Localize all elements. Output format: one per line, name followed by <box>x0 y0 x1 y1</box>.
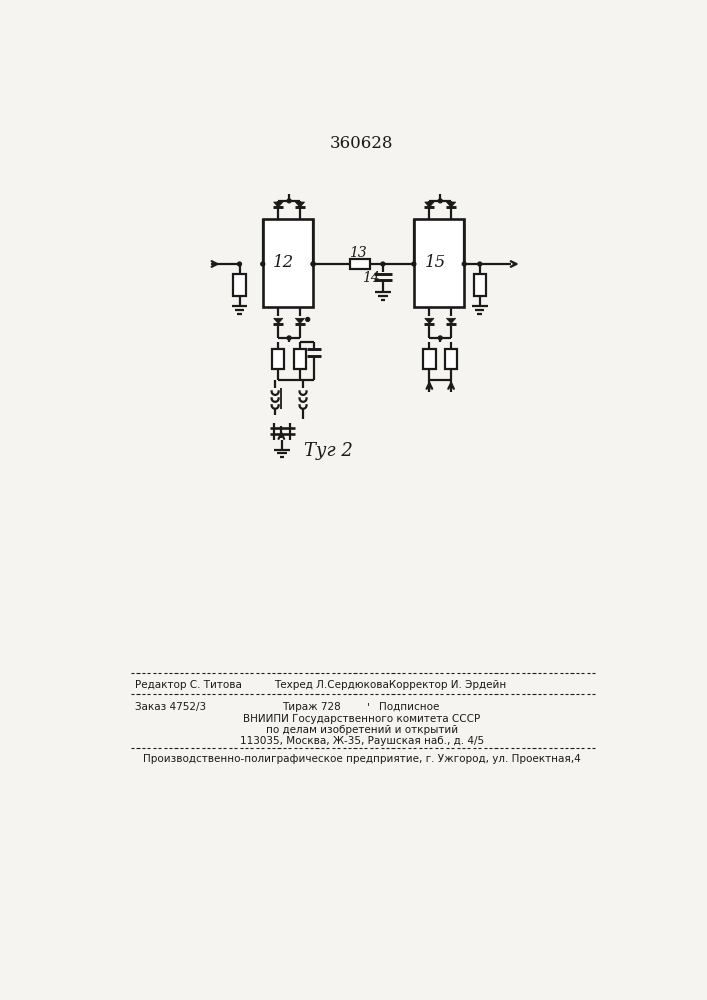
Text: ВНИИПИ Государственного комитета СССР: ВНИИПИ Государственного комитета СССР <box>243 714 481 724</box>
Polygon shape <box>296 202 305 207</box>
Text: Заказ 4752/3: Заказ 4752/3 <box>135 702 206 712</box>
Bar <box>233 274 246 296</box>
Circle shape <box>305 318 310 321</box>
Text: Производственно-полиграфическое предприятие, г. Ужгород, ул. Проектная,4: Производственно-полиграфическое предприя… <box>143 754 581 764</box>
Bar <box>474 274 486 296</box>
Bar <box>423 349 436 369</box>
Polygon shape <box>425 318 434 324</box>
Text: 13: 13 <box>349 246 367 260</box>
Bar <box>349 259 370 269</box>
Bar <box>263 219 313 307</box>
Circle shape <box>261 262 264 266</box>
Circle shape <box>462 262 466 266</box>
Text: Техред Л.СердюковаКорректор И. Эрдейн: Техред Л.СердюковаКорректор И. Эрдейн <box>274 680 507 690</box>
Text: 360628: 360628 <box>330 135 394 152</box>
Text: Редактор С. Титова: Редактор С. Титова <box>135 680 242 690</box>
Text: 15: 15 <box>424 254 445 271</box>
Bar <box>414 219 464 307</box>
Polygon shape <box>446 202 456 207</box>
Circle shape <box>287 336 291 340</box>
Bar <box>272 349 284 369</box>
Text: Τуг 2: Τуг 2 <box>304 442 353 460</box>
Polygon shape <box>274 202 283 207</box>
Bar <box>293 349 306 369</box>
Text: Тираж 728: Тираж 728 <box>282 702 341 712</box>
Circle shape <box>287 199 291 203</box>
Text: 12: 12 <box>274 254 295 271</box>
Circle shape <box>381 262 385 266</box>
Polygon shape <box>274 318 283 324</box>
Circle shape <box>438 336 442 340</box>
Polygon shape <box>425 202 434 207</box>
Polygon shape <box>296 318 305 324</box>
Text: ': ' <box>368 702 370 712</box>
Text: по делам изобретений и открытий: по делам изобретений и открытий <box>266 725 458 735</box>
Circle shape <box>238 262 241 266</box>
Text: Подписное: Подписное <box>379 702 439 712</box>
Circle shape <box>311 262 315 266</box>
Circle shape <box>311 262 315 266</box>
Bar <box>445 349 457 369</box>
Circle shape <box>412 262 416 266</box>
Text: 14: 14 <box>361 271 380 285</box>
Text: 113035, Москва, Ж-35, Раушская наб., д. 4/5: 113035, Москва, Ж-35, Раушская наб., д. … <box>240 736 484 746</box>
Circle shape <box>438 199 442 203</box>
Circle shape <box>478 262 481 266</box>
Polygon shape <box>446 318 456 324</box>
